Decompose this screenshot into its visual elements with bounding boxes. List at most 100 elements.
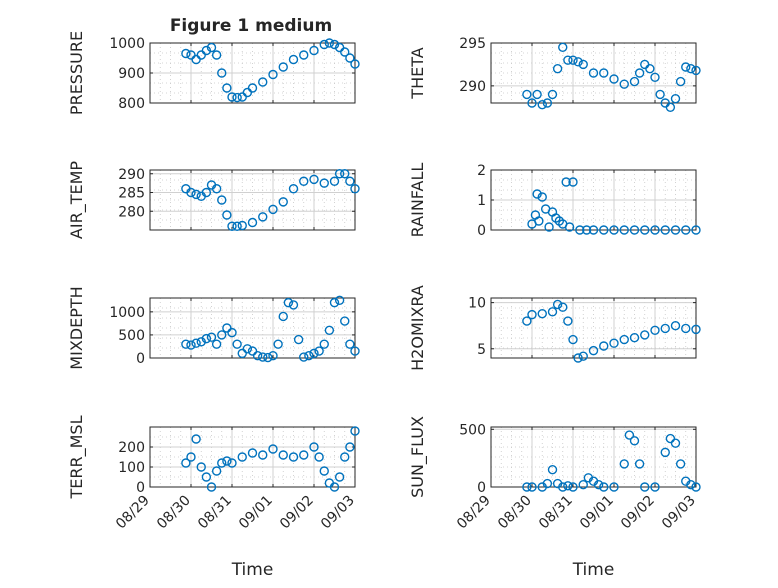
y-tick-label: 800	[118, 96, 145, 112]
x-tick-label: 09/03	[318, 493, 358, 533]
data-point	[237, 220, 247, 231]
data-point	[650, 325, 660, 336]
data-point	[645, 64, 655, 74]
data-point	[222, 323, 232, 333]
data-point	[650, 225, 660, 235]
data-point	[319, 339, 329, 349]
data-point	[619, 225, 629, 235]
panel-background	[490, 42, 697, 104]
data-point	[186, 452, 196, 462]
data-point	[201, 187, 212, 198]
y-axis-label: THETA	[408, 47, 427, 99]
data-point	[299, 176, 309, 186]
data-point	[527, 482, 537, 492]
data-point	[324, 38, 335, 48]
data-point	[640, 482, 650, 492]
data-point	[686, 64, 696, 74]
data-point	[324, 325, 335, 336]
y-tick-label: 280	[118, 204, 145, 220]
y-tick-label: 1000	[109, 36, 145, 52]
data-point	[588, 345, 599, 356]
data-point	[640, 225, 650, 235]
data-point	[552, 299, 563, 310]
data-point	[537, 192, 547, 202]
y-tick-label: 100	[118, 460, 145, 476]
x-tick-label: 09/02	[277, 493, 317, 533]
data-point	[227, 327, 237, 338]
data-point	[222, 456, 232, 466]
data-point	[629, 76, 640, 87]
data-point	[329, 176, 340, 186]
y-tick-label: 0	[136, 480, 145, 496]
data-point	[578, 351, 588, 361]
data-point	[268, 444, 278, 454]
data-point	[542, 98, 553, 108]
data-point	[691, 482, 701, 492]
data-point	[634, 459, 645, 469]
y-axis-label: TERR_MSL	[67, 415, 87, 499]
data-point	[191, 189, 201, 200]
data-point	[319, 39, 329, 50]
data-point	[564, 222, 575, 232]
data-point	[542, 478, 553, 489]
data-point	[217, 68, 227, 78]
data-point	[691, 65, 701, 76]
figure-title: Figure 1 medium	[170, 16, 332, 36]
data-point	[309, 348, 319, 359]
data-point	[537, 308, 547, 319]
data-point	[268, 350, 278, 361]
y-tick-label: 285	[118, 186, 145, 202]
data-point	[558, 482, 568, 492]
data-point	[650, 72, 660, 82]
data-point	[599, 225, 609, 235]
data-point	[181, 339, 191, 349]
y-tick-label: 290	[118, 167, 145, 183]
data-point	[227, 221, 237, 231]
data-point	[578, 59, 588, 70]
data-point	[619, 79, 629, 89]
data-point	[314, 346, 324, 356]
data-point	[258, 212, 268, 222]
data-point	[340, 316, 350, 326]
x-tick-label: 09/03	[659, 493, 699, 533]
data-point	[675, 459, 686, 469]
data-point	[201, 45, 212, 56]
data-point	[624, 430, 635, 440]
data-point	[211, 50, 222, 60]
data-point	[206, 332, 217, 342]
data-point	[350, 184, 360, 194]
data-point	[629, 436, 640, 446]
y-tick-label: 500	[118, 328, 145, 344]
data-point	[609, 225, 619, 235]
data-point	[573, 57, 583, 67]
data-point	[522, 89, 532, 100]
data-point	[665, 433, 676, 444]
data-point	[544, 222, 554, 232]
data-point	[340, 452, 350, 462]
data-point	[681, 62, 691, 72]
x-tick-label: 08/29	[454, 493, 494, 533]
data-point	[258, 450, 268, 460]
y-axis-label: MIXDEPTH	[67, 286, 86, 369]
data-point	[288, 452, 299, 462]
data-point	[588, 68, 599, 78]
data-point	[670, 438, 681, 448]
data-point	[319, 466, 329, 476]
data-point	[599, 68, 609, 78]
data-point	[547, 464, 558, 475]
y-axis-label: RAINFALL	[408, 163, 427, 238]
data-point	[258, 352, 268, 362]
panel-border	[149, 297, 356, 359]
data-point	[309, 174, 319, 185]
x-tick-label: 08/30	[495, 493, 535, 533]
data-point	[288, 184, 299, 194]
panel-border	[490, 42, 697, 104]
data-point	[581, 225, 592, 235]
data-point	[258, 77, 268, 87]
panel-border	[149, 426, 356, 488]
data-point	[681, 323, 691, 334]
data-point	[350, 59, 360, 69]
y-axis-label: SUN_FLUX	[408, 416, 428, 498]
data-point	[232, 221, 242, 231]
y-tick-label: 10	[468, 296, 486, 312]
